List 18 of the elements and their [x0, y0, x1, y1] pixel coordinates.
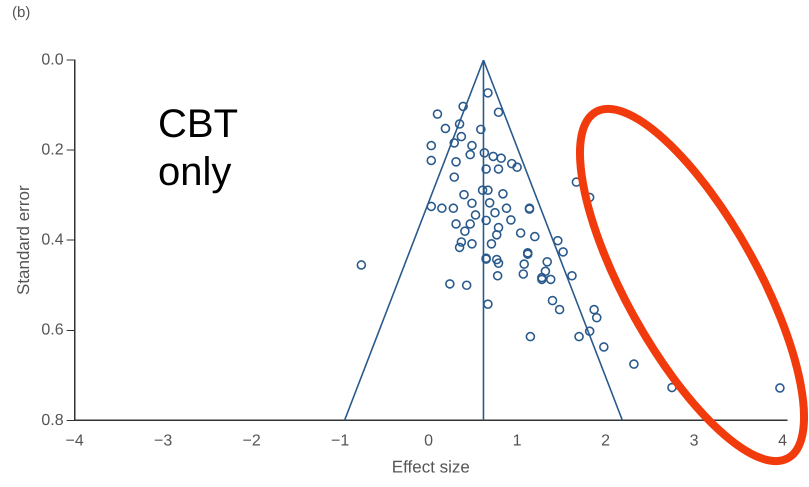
- x-tick-label: −4: [66, 432, 84, 450]
- x-tick-label: −3: [154, 432, 172, 450]
- y-tick-label: 0.0: [41, 51, 64, 68]
- annotation: CBT only: [158, 101, 238, 196]
- x-axis-title: Effect size: [392, 457, 470, 476]
- text: (b): [12, 4, 30, 21]
- y-tick-label: 0.4: [41, 232, 64, 249]
- x-tick-label: −1: [330, 432, 350, 450]
- x-tick-label: 3: [690, 432, 699, 450]
- x-tick-label: 2: [601, 432, 610, 450]
- x-tick-label: 0: [424, 432, 434, 450]
- y-tick-label: 0.2: [41, 142, 64, 159]
- y-tick-label: 0.8: [41, 412, 64, 429]
- y-axis-title: Standard error: [14, 185, 33, 296]
- x-tick-label: −2: [242, 432, 261, 450]
- x-tick-label: 1: [512, 432, 522, 450]
- x-tick-label: 4: [778, 432, 788, 450]
- y-tick-label: 0.6: [41, 322, 64, 339]
